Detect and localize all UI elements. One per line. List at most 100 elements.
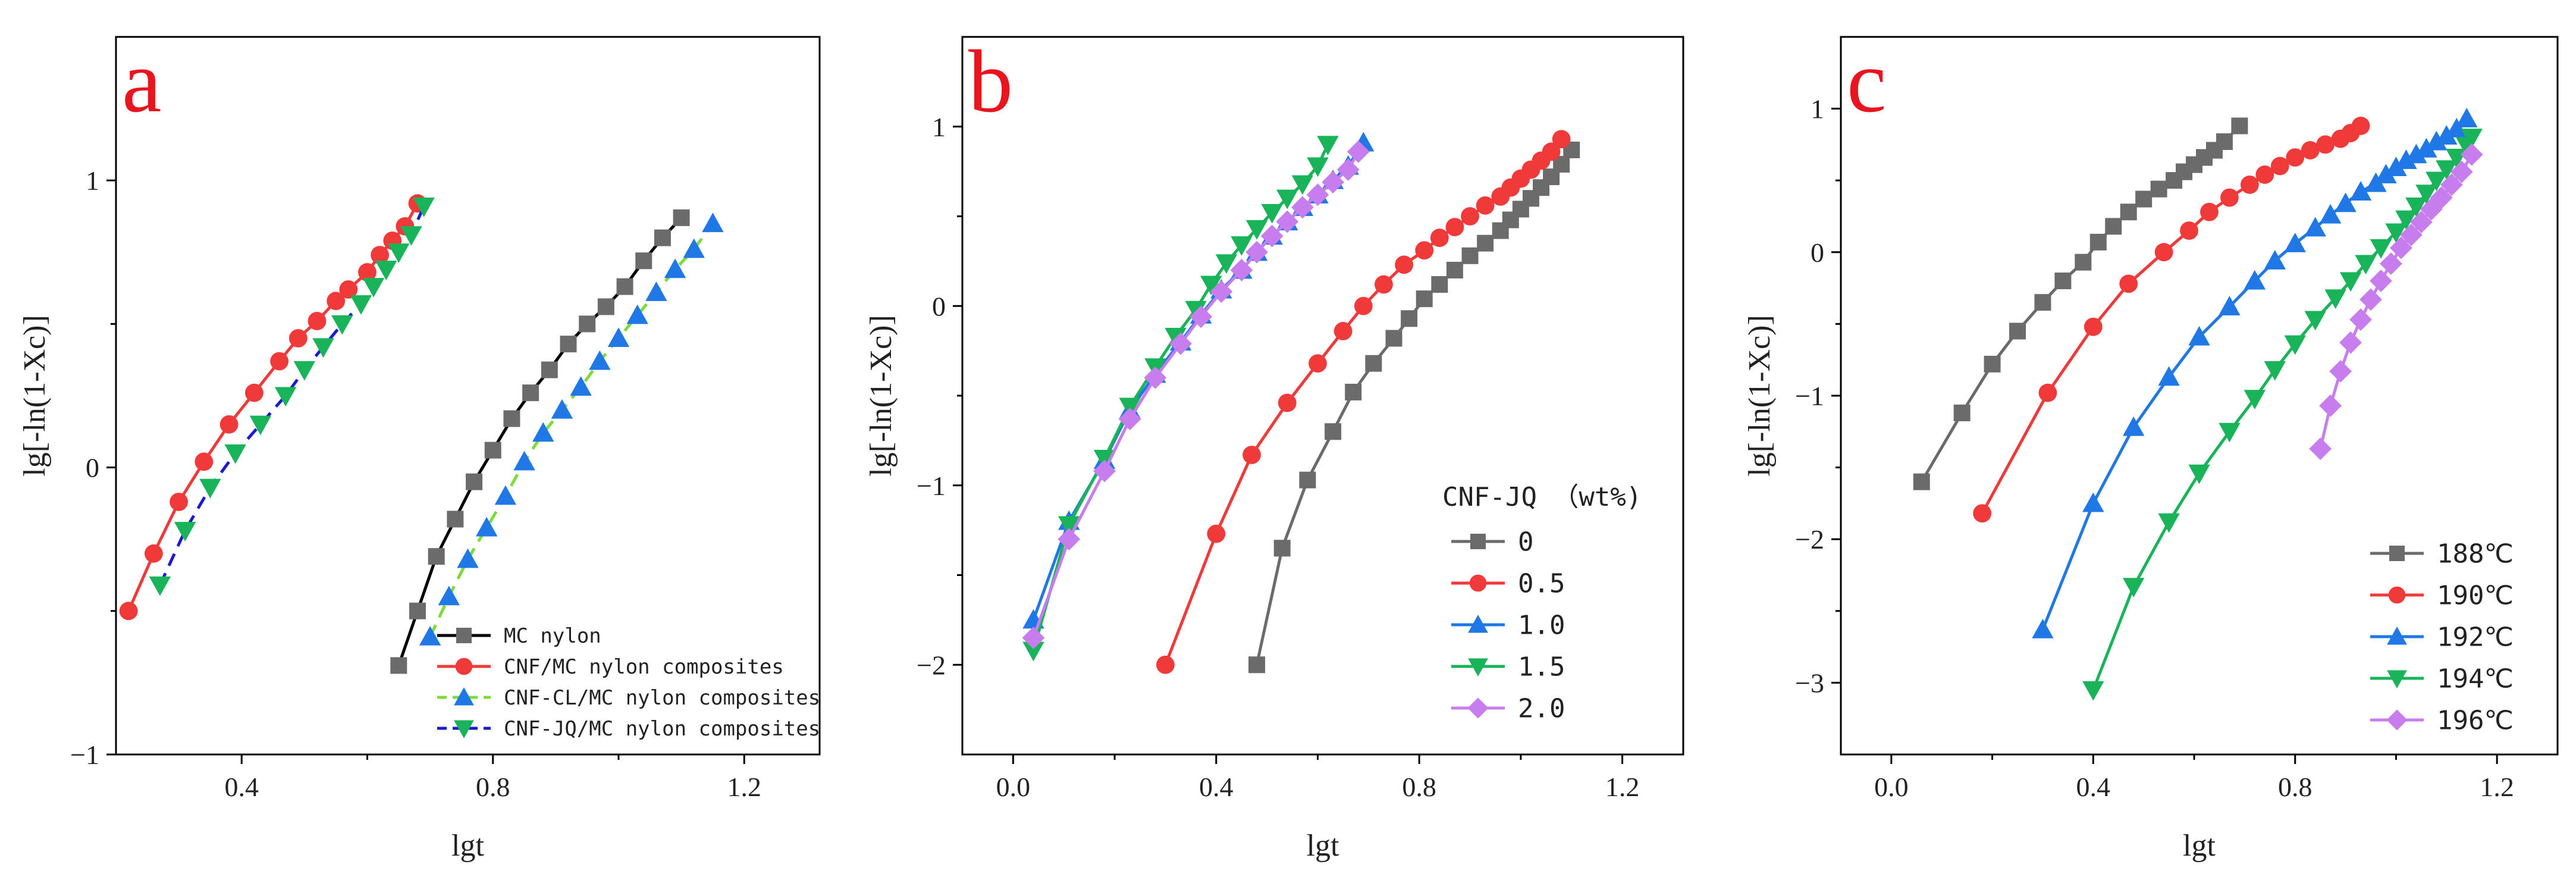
data-point xyxy=(2304,311,2326,331)
data-point xyxy=(375,261,397,280)
legend-marker xyxy=(1468,615,1488,633)
data-point xyxy=(2426,130,2448,151)
series-line xyxy=(428,223,714,638)
data-point xyxy=(2284,335,2306,355)
data-point xyxy=(1347,140,1370,163)
data-point xyxy=(2446,118,2468,137)
data-point xyxy=(447,511,464,528)
data-point xyxy=(1365,355,1382,372)
x-tick-label: 1.2 xyxy=(1605,772,1640,802)
legend-label: 192℃ xyxy=(2437,622,2514,652)
x-tick-label: 0.4 xyxy=(2076,772,2111,802)
series-CNF-CL/MC nylon composites xyxy=(419,212,724,646)
legend-label: 2.0 xyxy=(1518,693,1565,724)
panel-c: 0.0 0.4 0.8 1.2 −3 −2 −1 0 1 lgt lg[-ln(1-Xc)] c 188… xyxy=(1743,32,2559,863)
data-point xyxy=(2240,176,2259,194)
data-point xyxy=(2351,117,2370,135)
y-tick-label: 1 xyxy=(932,112,946,142)
data-point xyxy=(409,602,426,619)
x-tick-label: 0.8 xyxy=(1402,772,1436,802)
legend-entry: 190℃ xyxy=(2370,580,2514,610)
data-point xyxy=(1552,130,1571,149)
data-point xyxy=(2120,203,2137,221)
data-point xyxy=(2380,252,2402,275)
data-point xyxy=(2319,203,2342,224)
data-point xyxy=(1215,254,1238,274)
data-point xyxy=(570,376,592,396)
data-point xyxy=(2430,186,2453,209)
data-point xyxy=(2436,125,2458,145)
data-point xyxy=(1248,656,1266,674)
data-point xyxy=(2009,322,2026,340)
data-point xyxy=(2385,223,2407,243)
data-point xyxy=(2335,192,2357,212)
data-point xyxy=(2359,288,2382,311)
data-point xyxy=(350,295,372,315)
legend-label: 0 xyxy=(1518,527,1534,557)
data-point xyxy=(1461,207,1479,226)
data-point xyxy=(2244,270,2266,290)
data-point xyxy=(312,338,334,358)
legend-marker xyxy=(2387,627,2407,645)
data-point xyxy=(673,209,690,226)
data-point xyxy=(2122,416,2145,436)
data-point xyxy=(1276,210,1299,233)
legend-entry: 192℃ xyxy=(2370,622,2514,652)
data-point xyxy=(288,329,308,347)
data-point xyxy=(2309,437,2332,461)
data-point xyxy=(457,548,479,568)
plot-frame xyxy=(115,36,821,756)
data-point xyxy=(2370,270,2392,292)
x-tick-label: 0.8 xyxy=(2278,772,2313,802)
x-axis-title: lgt xyxy=(451,829,484,863)
data-point xyxy=(2405,198,2427,217)
data-point xyxy=(2461,129,2483,149)
legend-entry: 1.0 xyxy=(1451,610,1565,640)
legend-label: CNF-JQ/MC nylon composites xyxy=(504,717,820,741)
data-point xyxy=(1207,524,1226,543)
legend-marker xyxy=(454,687,474,706)
data-point xyxy=(1022,641,1044,662)
data-point xyxy=(2339,272,2362,292)
legend-label: MC nylon xyxy=(504,624,601,648)
legend-marker xyxy=(2388,586,2406,604)
data-point xyxy=(170,493,189,511)
data-point xyxy=(2415,137,2437,158)
data-point xyxy=(1058,528,1081,551)
data-point xyxy=(2324,289,2346,309)
x-axis-title: lgt xyxy=(1307,829,1339,863)
series-line xyxy=(1032,151,1360,638)
data-point xyxy=(1273,540,1291,557)
data-point xyxy=(400,226,422,246)
data-point xyxy=(428,548,445,565)
data-point xyxy=(362,278,385,298)
legend-entry: CNF-CL/MC nylon composites xyxy=(437,686,820,710)
series-1.0 xyxy=(1022,131,1375,629)
data-point xyxy=(1119,397,1141,418)
series-line xyxy=(397,217,683,666)
data-point xyxy=(327,292,346,311)
data-point xyxy=(1953,404,1971,421)
data-point xyxy=(513,450,535,471)
series-196℃ xyxy=(2309,143,2483,461)
data-point xyxy=(1334,322,1353,340)
legend-label: 1.0 xyxy=(1518,610,1565,640)
y-tick-label: 0 xyxy=(86,453,99,483)
data-point xyxy=(1022,627,1045,649)
data-point xyxy=(2255,165,2274,184)
data-point xyxy=(1242,446,1261,464)
data-point xyxy=(683,238,705,258)
legend-label: 1.5 xyxy=(1518,652,1565,682)
data-point xyxy=(2216,133,2233,151)
legend-marker xyxy=(455,657,473,675)
data-point xyxy=(413,198,435,217)
x-tick-label: 1.2 xyxy=(2480,772,2514,802)
data-point xyxy=(607,327,630,347)
data-point xyxy=(2286,148,2305,167)
data-point xyxy=(174,522,196,541)
data-point xyxy=(2339,331,2362,354)
data-point xyxy=(144,544,163,563)
data-point xyxy=(635,252,652,270)
y-tick-label: −3 xyxy=(1795,668,1824,698)
data-point xyxy=(2329,360,2352,383)
